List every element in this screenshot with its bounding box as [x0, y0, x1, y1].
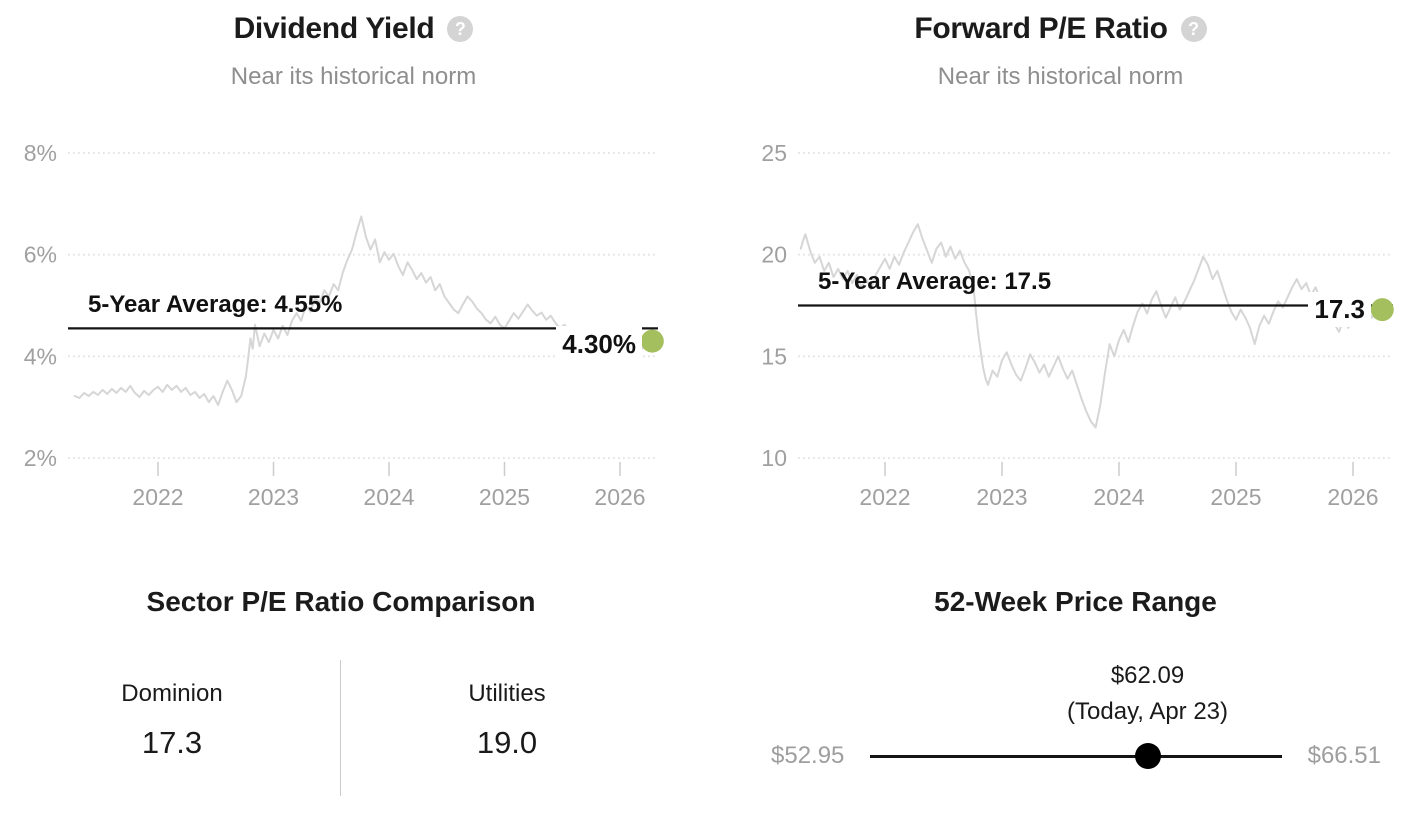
y-axis-label: 10 — [761, 445, 787, 471]
price-range-widget: $52.95 $62.09 (Today, Apr 23) $66.51 — [771, 656, 1381, 796]
y-axis-label: 25 — [761, 140, 787, 166]
current-price-date: (Today, Apr 23) — [1067, 698, 1229, 725]
x-axis-label: 2022 — [132, 484, 183, 510]
x-axis-label: 2024 — [363, 484, 414, 510]
forward-pe-subtitle: Near its historical norm — [937, 63, 1184, 90]
forward-pe-title-row: Forward P/E Ratio ? — [707, 12, 1414, 46]
y-axis-label: 6% — [24, 242, 57, 268]
range-high-label: $66.51 — [1307, 742, 1381, 769]
dominion-stat: Dominion 17.3 — [62, 680, 282, 761]
dividend-yield-chart: 8% 6% 4% 2% 2022 2023 2024 2025 2026 — [24, 140, 664, 510]
x-axis-label: 2026 — [1327, 484, 1378, 510]
range-low-label: $52.95 — [771, 742, 845, 769]
x-axis-label: 2025 — [1210, 484, 1261, 510]
price-range-title: 52-Week Price Range — [934, 586, 1217, 617]
x-axis-label: 2025 — [479, 484, 530, 510]
sector-pe-title: Sector P/E Ratio Comparison — [146, 586, 536, 617]
series-line — [73, 215, 654, 407]
price-range-panel: 52-Week Price Range $52.95 $62.09 (Today… — [707, 560, 1414, 826]
dominion-label: Dominion — [121, 680, 223, 707]
x-axis-label: 2026 — [594, 484, 645, 510]
price-range-track: $62.09 (Today, Apr 23) — [870, 662, 1282, 770]
x-axis-label: 2023 — [976, 484, 1027, 510]
question-mark-icon[interactable]: ? — [447, 16, 474, 42]
average-line-label: 5-Year Average: 17.5 — [818, 268, 1052, 295]
y-axis-label: 4% — [24, 343, 57, 369]
forward-pe-header: Forward P/E Ratio ? Near its historical … — [707, 12, 1414, 91]
dividend-yield-title-row: Dividend Yield ? — [0, 12, 707, 46]
y-axis-label: 15 — [761, 343, 787, 369]
vertical-divider — [340, 660, 341, 796]
x-axis-label: 2024 — [1093, 484, 1144, 510]
dividend-yield-panel: Dividend Yield ? Near its historical nor… — [0, 0, 707, 560]
top-chart-row: Dividend Yield ? Near its historical nor… — [0, 0, 1414, 560]
forward-pe-panel: Forward P/E Ratio ? Near its historical … — [707, 0, 1414, 560]
current-value-label: 17.3 — [1308, 292, 1371, 327]
forward-pe-chart: 25 20 15 10 2022 2023 2024 2025 2026 — [761, 140, 1394, 510]
dividend-yield-title: Dividend Yield — [233, 12, 435, 45]
bottom-stat-row: Sector P/E Ratio Comparison Dominion 17.… — [0, 560, 1414, 826]
price-range-line — [870, 755, 1282, 758]
utilities-pe-value: 19.0 — [476, 725, 538, 760]
y-axis-label: 20 — [761, 242, 787, 268]
current-value-label: 4.30% — [556, 326, 642, 362]
utilities-stat: Utilities 19.0 — [397, 680, 617, 761]
dividend-yield-subtitle: Near its historical norm — [230, 63, 477, 90]
y-axis-label: 8% — [24, 140, 57, 166]
current-price-callout: $62.09 (Today, Apr 23) — [1067, 662, 1228, 726]
dominion-pe-value: 17.3 — [141, 725, 203, 760]
price-range-row: $52.95 $62.09 (Today, Apr 23) $66.51 — [771, 662, 1381, 770]
average-line-label: 5-Year Average: 4.55% — [88, 291, 343, 318]
forward-pe-title: Forward P/E Ratio — [914, 12, 1168, 45]
utilities-label: Utilities — [468, 680, 546, 707]
current-value-dot — [1370, 298, 1394, 322]
dividend-yield-header: Dividend Yield ? Near its historical nor… — [0, 12, 707, 91]
current-price-label: $62.09 — [1110, 662, 1185, 689]
current-price-marker — [1134, 743, 1161, 769]
question-mark-icon[interactable]: ? — [1180, 16, 1207, 42]
y-axis-label: 2% — [24, 445, 57, 471]
current-value-dot — [640, 329, 664, 353]
x-axis-label: 2022 — [859, 484, 910, 510]
sector-pe-comparison-panel: Sector P/E Ratio Comparison Dominion 17.… — [0, 560, 707, 826]
x-axis-label: 2023 — [248, 484, 299, 510]
